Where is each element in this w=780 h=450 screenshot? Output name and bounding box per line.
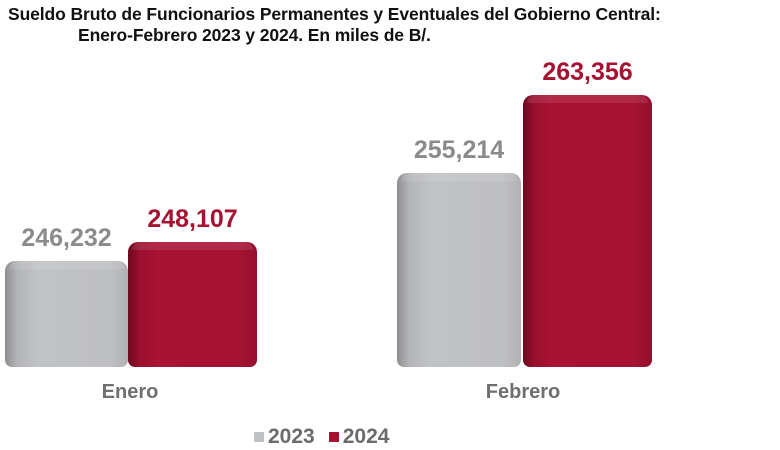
value-label-febrero-2023: 255,214 bbox=[413, 136, 505, 164]
value-label-febrero-2024: 263,356 bbox=[542, 58, 633, 86]
value-label-enero-2024: 248,107 bbox=[147, 205, 238, 233]
legend-label-2024: 2024 bbox=[342, 425, 390, 448]
value-label-enero-2023: 246,232 bbox=[21, 224, 112, 252]
bar-febrero-2023 bbox=[397, 173, 521, 367]
legend-label-2023: 2023 bbox=[268, 425, 315, 448]
bar-febrero-2024 bbox=[523, 95, 652, 367]
category-label-febrero: Febrero bbox=[485, 381, 561, 403]
chart-title-line1: Sueldo Bruto de Funcionarios Permanentes… bbox=[8, 4, 661, 24]
legend-swatch-2024 bbox=[328, 432, 339, 442]
category-label-enero: Enero bbox=[101, 381, 159, 403]
legend-item-2024: 2024 bbox=[328, 425, 390, 449]
bar-enero-2024 bbox=[128, 242, 257, 367]
legend: 2023 2024 bbox=[254, 425, 403, 449]
legend-swatch-2023 bbox=[254, 432, 264, 442]
bar-enero-2023 bbox=[5, 261, 128, 367]
chart-title-line2: Enero-Febrero 2023 y 2024. En miles de B… bbox=[78, 25, 431, 45]
legend-item-2023: 2023 bbox=[254, 425, 315, 449]
